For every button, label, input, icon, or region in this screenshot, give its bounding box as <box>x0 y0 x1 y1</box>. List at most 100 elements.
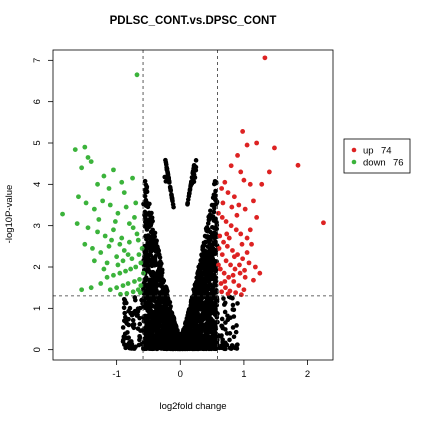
ns-point <box>137 321 143 327</box>
ns-point <box>174 333 180 339</box>
ns-point <box>205 306 210 311</box>
ns-point <box>224 331 230 336</box>
up-point <box>235 153 240 158</box>
ns-point <box>199 301 205 307</box>
legend-up-label: up <box>363 146 374 157</box>
up-point <box>295 162 301 168</box>
up-point <box>257 270 263 276</box>
ns-point <box>150 269 156 275</box>
ns-point <box>213 216 219 222</box>
ns-point <box>214 341 220 347</box>
ns-point <box>230 325 236 330</box>
up-point <box>222 179 228 185</box>
up-point <box>223 219 229 224</box>
ns-point <box>176 341 181 347</box>
down-point <box>133 264 139 270</box>
ns-point <box>208 208 213 214</box>
ns-point <box>166 331 171 336</box>
up-point <box>246 260 252 266</box>
up-point <box>249 241 254 247</box>
down-point <box>115 262 121 268</box>
ns-point <box>158 310 163 316</box>
ns-point <box>194 289 200 295</box>
ns-point <box>166 179 172 184</box>
ns-point <box>148 216 153 222</box>
down-point <box>128 266 134 272</box>
ns-point <box>143 342 149 348</box>
y-tick-label: 5 <box>32 140 43 145</box>
up-point <box>228 163 234 169</box>
up-point <box>231 254 237 260</box>
ns-point <box>122 310 127 316</box>
ns-point <box>156 304 161 309</box>
ns-point <box>210 274 216 280</box>
ns-point <box>156 335 161 341</box>
up-point <box>321 220 326 226</box>
down-point <box>124 291 130 296</box>
ns-point <box>205 221 211 226</box>
ns-point <box>144 320 149 326</box>
plot-frame <box>52 49 334 361</box>
ns-point <box>143 182 149 188</box>
y-axis-ticks: 0 1 2 3 4 5 6 7 <box>32 58 53 352</box>
ns-point <box>191 295 197 300</box>
ns-point <box>213 196 218 202</box>
down-point <box>123 204 129 210</box>
ns-point <box>124 317 130 323</box>
x-tick-label: 0 <box>178 369 183 380</box>
ns-point <box>158 317 164 323</box>
up-point <box>225 190 231 196</box>
ns-point <box>142 178 148 184</box>
ns-point <box>190 177 196 183</box>
down-point <box>121 190 127 196</box>
ns-point <box>149 263 155 269</box>
y-tick-label: 0 <box>32 347 43 352</box>
ns-point <box>168 326 174 332</box>
ns-point <box>214 201 219 206</box>
down-point <box>120 258 126 264</box>
down-point <box>111 167 116 173</box>
x-axis-ticks: -1 0 1 2 <box>112 360 310 380</box>
down-point <box>111 227 116 233</box>
down-point <box>125 252 131 257</box>
up-point <box>221 270 227 276</box>
legend-down-label: down <box>363 158 386 169</box>
ns-point <box>212 322 217 327</box>
ns-point <box>129 339 134 344</box>
down-point <box>74 221 80 227</box>
down-point <box>88 159 94 165</box>
down-point <box>95 181 100 187</box>
ns-point <box>202 311 207 316</box>
ns-point <box>143 223 149 228</box>
ns-point <box>154 276 159 282</box>
ns-point <box>198 258 204 263</box>
ns-point <box>203 302 209 307</box>
down-point <box>138 283 144 288</box>
ns-point <box>141 329 147 335</box>
ns-point <box>206 277 212 282</box>
ns-point <box>145 242 151 248</box>
down-point <box>79 165 85 171</box>
down-point <box>125 281 131 286</box>
up-point <box>241 287 247 293</box>
ns-point <box>195 343 200 349</box>
ns-point <box>205 332 210 337</box>
down-point <box>85 155 91 160</box>
ns-point <box>142 249 148 255</box>
ns-point <box>170 198 175 204</box>
down-point <box>85 225 91 231</box>
down-point <box>72 147 78 153</box>
ns-point <box>145 315 150 320</box>
up-point <box>238 292 244 298</box>
ns-point <box>212 280 217 286</box>
ns-point <box>207 246 212 252</box>
up-point <box>244 142 250 148</box>
ns-point <box>206 235 211 241</box>
ns-point <box>137 305 143 311</box>
up-point <box>247 181 253 187</box>
down-point <box>119 235 125 241</box>
down-point <box>121 248 127 253</box>
ns-point <box>185 345 190 351</box>
x-tick-label: -1 <box>112 369 120 380</box>
ns-point <box>208 336 213 342</box>
